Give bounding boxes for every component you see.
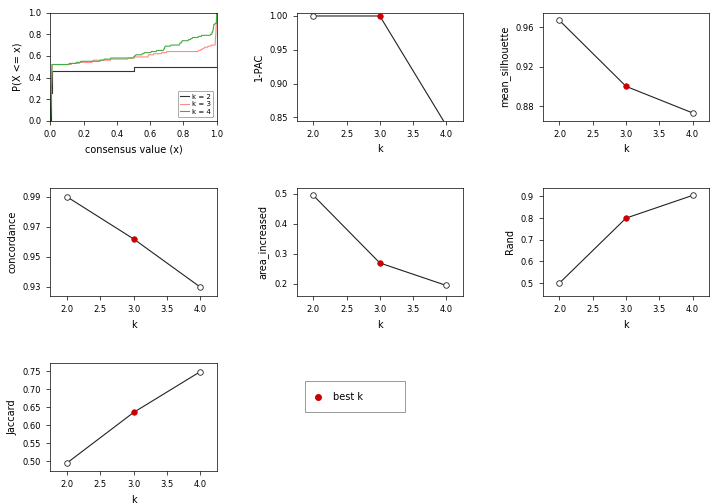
Y-axis label: area_increased: area_increased <box>258 205 269 279</box>
X-axis label: k: k <box>377 320 382 330</box>
Bar <box>305 382 405 412</box>
Y-axis label: Jaccard: Jaccard <box>7 399 17 435</box>
Y-axis label: Rand: Rand <box>505 229 515 255</box>
Legend: k = 2, k = 3, k = 4: k = 2, k = 3, k = 4 <box>178 91 213 117</box>
X-axis label: consensus value (x): consensus value (x) <box>85 144 182 154</box>
Text: best k: best k <box>333 392 363 402</box>
X-axis label: k: k <box>624 320 629 330</box>
X-axis label: k: k <box>131 320 136 330</box>
X-axis label: k: k <box>377 144 382 154</box>
Y-axis label: 1-PAC: 1-PAC <box>253 52 264 81</box>
Y-axis label: concordance: concordance <box>7 211 17 273</box>
Y-axis label: P(X <= x): P(X <= x) <box>12 42 22 91</box>
Y-axis label: mean_silhouette: mean_silhouette <box>499 26 510 107</box>
X-axis label: k: k <box>624 144 629 154</box>
X-axis label: k: k <box>131 495 136 504</box>
